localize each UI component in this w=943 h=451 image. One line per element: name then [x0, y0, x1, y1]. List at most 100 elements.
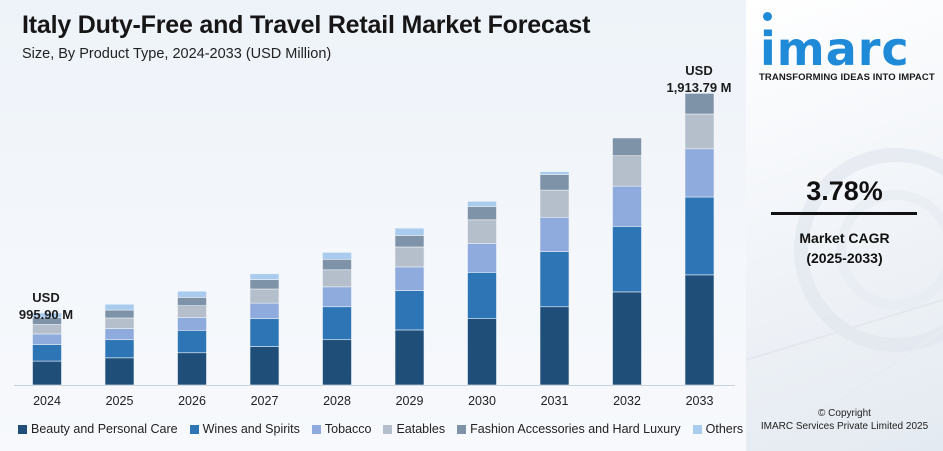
- copyright-notice: © Copyright IMARC Services Private Limit…: [746, 407, 943, 433]
- x-tick-label-2024: 2024: [33, 394, 61, 408]
- bar-segment-2026-6: [177, 290, 207, 298]
- x-tick-label-2027: 2027: [251, 394, 279, 408]
- bar-segment-2031-4: [539, 189, 570, 218]
- bar-segment-2024-6: [32, 312, 62, 318]
- legend-label-2: Wines and Spirits: [202, 422, 300, 436]
- legend-label-4: Eatables: [396, 422, 446, 436]
- cagr-value: 3.78%: [806, 176, 883, 206]
- end-value-annotation: USD 1,913.79 M: [655, 62, 743, 96]
- legend-label-1: Beauty and Personal Care: [31, 422, 178, 436]
- bar-segment-2031-6: [539, 171, 570, 175]
- imarc-logo: imarc: [760, 22, 910, 76]
- cagr-period: (2025-2033): [806, 250, 883, 266]
- legend-label-6: Others: [705, 422, 744, 436]
- bar-segment-2028-4: [322, 269, 352, 288]
- bar-segment-2026-5: [177, 297, 207, 306]
- legend-swatch-4: [383, 424, 393, 434]
- bar-segment-2029-5: [394, 235, 425, 248]
- bar-segment-2024-4: [32, 324, 62, 335]
- bar-segment-2025-5: [104, 309, 135, 319]
- bar-segment-2030-1: [467, 318, 497, 386]
- background-decoration: [746, 148, 943, 451]
- bar-segment-2029-4: [394, 246, 425, 268]
- legend-label-5: Fashion Accessories and Hard Luxury: [470, 422, 681, 436]
- side-panel: imarc TRANSFORMING IDEAS INTO IMPACT 3.7…: [746, 0, 943, 451]
- bar-segment-2027-3: [249, 302, 280, 320]
- bar-segment-2025-3: [104, 328, 135, 341]
- legend-item-3: Tobacco: [311, 422, 372, 436]
- chart-panel: Italy Duty-Free and Travel Retail Market…: [0, 0, 746, 451]
- bar-segment-2027-1: [249, 346, 280, 386]
- x-tick-label-2025: 2025: [106, 394, 134, 408]
- bar-segment-2032-4: [612, 155, 642, 187]
- bar-segment-2025-4: [104, 317, 135, 329]
- legend-swatch-5: [457, 424, 467, 434]
- bar-segment-2028-1: [322, 339, 352, 386]
- x-tick-label-2028: 2028: [323, 394, 351, 408]
- bar-segment-2024-1: [32, 360, 62, 386]
- cagr-divider: [771, 212, 917, 215]
- bar-segment-2029-6: [394, 227, 425, 236]
- bar-segment-2027-6: [249, 273, 280, 280]
- bar-segment-2030-6: [467, 201, 497, 207]
- bar-segment-2024-2: [32, 344, 62, 362]
- bar-segment-2026-4: [177, 305, 207, 318]
- copyright-line-1: © Copyright: [818, 408, 871, 419]
- bar-segment-2026-1: [177, 352, 207, 386]
- bar-segment-2030-2: [467, 272, 497, 320]
- bar-segment-2032-3: [612, 185, 642, 227]
- bar-segment-2029-3: [394, 266, 425, 291]
- stacked-bar-chart: 2024 2025 2026 2027 2028 2029 2030 2031 2032 2033: [14, 93, 735, 408]
- bar-segment-2033-1: [684, 274, 715, 386]
- bar-segment-2032-1: [612, 291, 642, 386]
- bar-segment-2032-5: [612, 137, 642, 156]
- bar-segment-2032-2: [612, 226, 642, 293]
- bar-segment-2027-4: [249, 288, 280, 304]
- legend-item-6: Others: [692, 422, 744, 436]
- cagr-label: Market CAGR: [799, 230, 890, 246]
- bar-segment-2029-2: [394, 290, 425, 331]
- copyright-line-2: IMARC Services Private Limited 2025: [760, 421, 929, 432]
- bar-segment-2033-5: [684, 93, 715, 115]
- bar-segment-2033-4: [684, 113, 715, 150]
- bar-segment-2027-5: [249, 279, 280, 290]
- legend-swatch-1: [18, 424, 27, 434]
- legend-swatch-6: [692, 424, 702, 434]
- bar-segment-2028-3: [322, 286, 352, 308]
- legend-swatch-2: [189, 424, 199, 434]
- end-value-currency: USD: [685, 63, 713, 78]
- bar-segment-2029-1: [394, 329, 425, 386]
- bar-segment-2030-3: [467, 243, 497, 273]
- bar-segment-2025-1: [104, 357, 135, 386]
- bar-segment-2026-3: [177, 317, 207, 331]
- bar-segment-2028-2: [322, 306, 352, 341]
- bar-segment-2030-4: [467, 219, 497, 244]
- chart-subtitle: Size, By Product Type, 2024-2033 (USD Mi…: [22, 46, 332, 62]
- legend-item-1: Beauty and Personal Care: [18, 422, 178, 436]
- bar-segment-2031-3: [539, 216, 570, 252]
- logo-dot: [763, 12, 772, 21]
- bar-segment-2028-6: [322, 252, 352, 260]
- start-value-annotation: USD 995.90 M: [8, 289, 84, 323]
- start-value-currency: USD: [32, 290, 60, 305]
- bar-segment-2033-2: [684, 196, 715, 276]
- chart-title: Italy Duty-Free and Travel Retail Market…: [22, 11, 591, 39]
- bar-segment-2030-5: [467, 206, 497, 221]
- bar-segment-2027-2: [249, 318, 280, 347]
- x-tick-label-2031: 2031: [541, 394, 569, 408]
- bar-segment-2033-3: [684, 148, 715, 198]
- legend-item-5: Fashion Accessories and Hard Luxury: [457, 422, 681, 436]
- cagr-label-block: Market CAGR (2025-2033): [746, 228, 943, 268]
- start-value-amount: 995.90 M: [18, 307, 74, 322]
- logo-tagline: TRANSFORMING IDEAS INTO IMPACT: [759, 72, 935, 83]
- legend-item-2: Wines and Spirits: [189, 422, 300, 436]
- legend-item-4: Eatables: [383, 422, 445, 436]
- x-tick-label-2029: 2029: [396, 394, 424, 408]
- chart-legend: Beauty and Personal Care Wines and Spirit…: [18, 421, 743, 437]
- bar-segment-2026-2: [177, 330, 207, 354]
- bar-segment-2025-2: [104, 339, 135, 359]
- bar-segment-2031-2: [539, 251, 570, 308]
- legend-label-3: Tobacco: [324, 422, 372, 436]
- bar-segment-2031-1: [539, 306, 570, 386]
- bar-segment-2024-3: [32, 333, 62, 345]
